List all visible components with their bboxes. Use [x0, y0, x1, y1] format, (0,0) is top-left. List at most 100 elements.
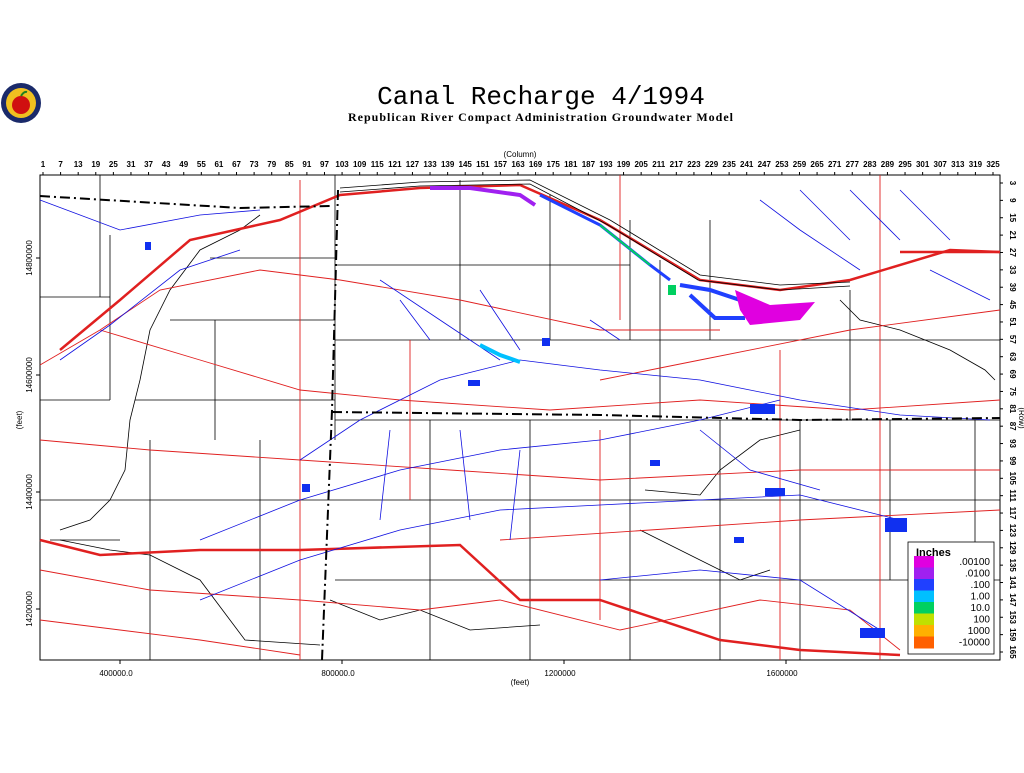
column-label: 211 [652, 160, 665, 169]
row-label: 105 [1008, 472, 1017, 486]
row-label: 27 [1008, 248, 1017, 257]
row-label: 159 [1008, 628, 1017, 642]
column-label: 151 [476, 160, 490, 169]
column-label: 61 [214, 160, 223, 169]
column-label: 7 [58, 160, 63, 169]
column-label: 175 [547, 160, 561, 169]
column-label: 43 [162, 160, 171, 169]
legend: Inches .00100.0100.1001.0010.01001000-10… [907, 541, 995, 655]
column-label: 187 [582, 160, 596, 169]
legend-label: .0100 [965, 569, 990, 580]
column-label: 181 [564, 160, 578, 169]
y-tick-label: 14800000 [25, 240, 34, 276]
x-tick-label: 800000.0 [321, 669, 355, 678]
y-tick-label: 14600000 [25, 357, 34, 393]
legend-swatch [914, 579, 934, 591]
column-label: 169 [529, 160, 543, 169]
row-label: 111 [1008, 489, 1017, 502]
row-label: 69 [1008, 370, 1017, 379]
row-label: 129 [1008, 541, 1017, 555]
column-label: 199 [617, 160, 631, 169]
x-tick-label: 1200000 [544, 669, 576, 678]
column-label: 121 [388, 160, 402, 169]
column-label: 55 [197, 160, 206, 169]
canal-corridor [339, 179, 851, 291]
column-label: 301 [916, 160, 930, 169]
legend-swatch [914, 556, 934, 568]
row-label: 51 [1008, 318, 1017, 327]
column-label: 49 [179, 160, 188, 169]
column-label: 91 [302, 160, 311, 169]
column-label: 79 [267, 160, 276, 169]
column-label: 241 [740, 160, 754, 169]
column-label: 163 [511, 160, 525, 169]
state-lines [39, 189, 1001, 661]
column-label: 283 [863, 160, 877, 169]
column-label: 67 [232, 160, 241, 169]
row-label: 99 [1008, 456, 1017, 465]
column-label: 259 [793, 160, 807, 169]
column-label: 253 [775, 160, 789, 169]
row-label: 21 [1008, 231, 1017, 240]
legend-label: 100 [973, 615, 990, 626]
row-label: 165 [1008, 645, 1017, 659]
column-label: 217 [670, 160, 684, 169]
title: Canal Recharge 4/1994 [377, 82, 705, 112]
roads [39, 175, 1001, 660]
legend-swatch [914, 625, 934, 637]
map-frame [39, 174, 1001, 661]
row-label: 39 [1008, 283, 1017, 292]
legend-label: .00100 [959, 557, 990, 568]
county-grid [40, 175, 1000, 660]
column-label: 85 [285, 160, 294, 169]
row-label: 147 [1008, 593, 1017, 607]
legend-swatch [914, 602, 934, 614]
row-label: 63 [1008, 352, 1017, 361]
row-label: 33 [1008, 265, 1017, 274]
column-label: 247 [758, 160, 772, 169]
legend-label: .100 [971, 580, 991, 591]
column-label: 103 [335, 160, 349, 169]
column-label: 127 [406, 160, 420, 169]
recharge-cells [430, 186, 815, 364]
legend-label: 10.0 [971, 603, 991, 614]
column-label: 31 [127, 160, 136, 169]
legend-label: -10000 [959, 638, 991, 649]
column-label: 25 [109, 160, 118, 169]
column-label: 13 [74, 160, 83, 169]
column-label: 295 [898, 160, 912, 169]
lakes [145, 242, 907, 638]
axes: 1 7 13 19 25 31 37 43 49 55 61 67 73 79 85 91 97 103 109 11… [15, 150, 1024, 687]
column-label: 37 [144, 160, 153, 169]
column-label: 229 [705, 160, 719, 169]
column-label: 1 [41, 160, 46, 169]
rivers [39, 189, 991, 631]
row-label: 153 [1008, 611, 1017, 625]
column-label: 289 [881, 160, 895, 169]
column-label: 205 [634, 160, 648, 169]
y-axis-label: (feet) [15, 410, 24, 429]
column-label: 313 [951, 160, 965, 169]
column-label: 265 [810, 160, 824, 169]
column-label: 307 [934, 160, 948, 169]
column-label: 271 [828, 160, 842, 169]
row-label: 141 [1008, 576, 1017, 590]
column-axis-label: (Column) [504, 150, 537, 159]
column-label: 97 [320, 160, 329, 169]
x-tick-label: 400000.0 [99, 669, 133, 678]
row-label: 87 [1008, 422, 1017, 431]
row-label: 57 [1008, 335, 1017, 344]
major-roads [39, 183, 1001, 657]
row-label: 93 [1008, 439, 1017, 448]
column-label: 133 [423, 160, 437, 169]
x-axis-label: (feet) [511, 678, 530, 687]
row-label: 15 [1008, 213, 1017, 222]
row-label: 75 [1008, 387, 1017, 396]
column-label: 235 [722, 160, 736, 169]
row-axis-label: (Row) [1017, 407, 1024, 429]
legend-label: 1.00 [971, 592, 991, 603]
column-label: 277 [846, 160, 860, 169]
subtitle: Republican River Compact Administration … [348, 110, 734, 124]
x-tick-label: 1600000 [766, 669, 798, 678]
